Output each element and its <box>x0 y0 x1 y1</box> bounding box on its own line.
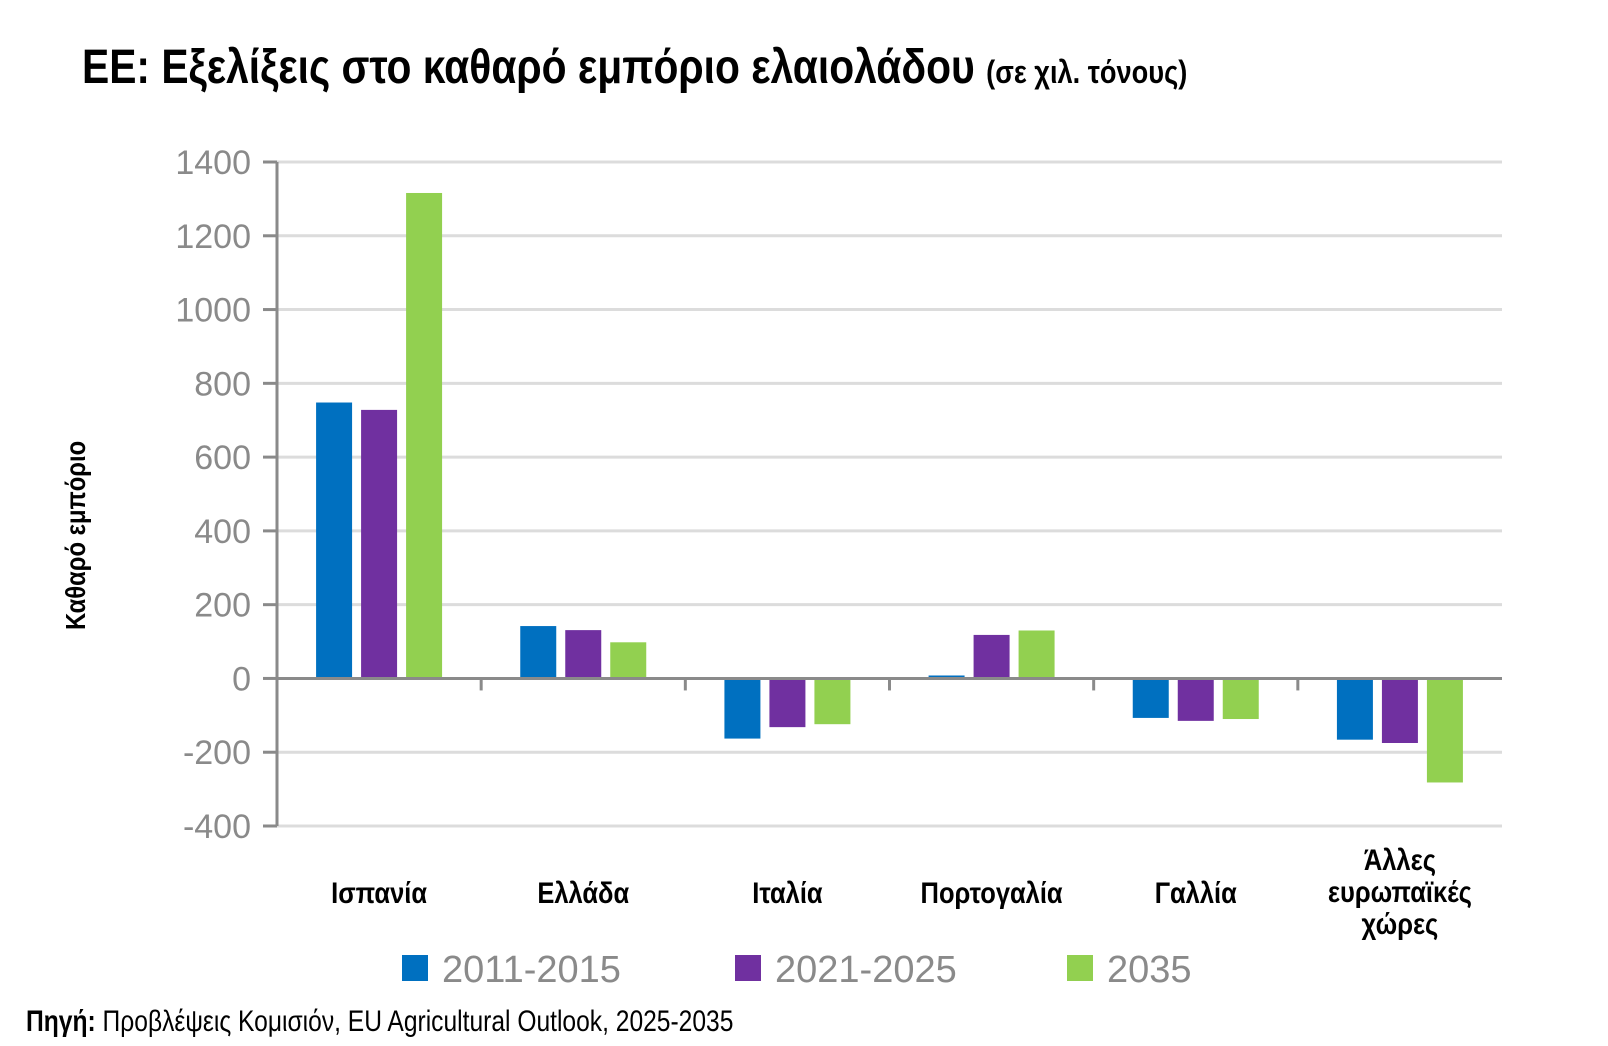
title-main: ΕΕ: Εξελίξεις στο καθαρό εμπόριο ελαιολά… <box>82 41 975 94</box>
x-category-label: Γαλλία <box>1155 876 1237 909</box>
bar-2035-Ιταλία <box>814 678 851 725</box>
y-tick-label: 1200 <box>175 218 251 256</box>
bar-2011-2015-Ιταλία <box>724 678 761 739</box>
y-tick-label: 600 <box>194 439 251 477</box>
legend-label: 2021-2025 <box>775 949 957 991</box>
source-note: Πηγή: Προβλέψεις Κομισιόν, EU Agricultur… <box>26 1005 733 1039</box>
y-tick-label: 1400 <box>175 144 251 182</box>
x-category-label: Ιταλία <box>752 876 822 909</box>
x-category-label: Άλλες <box>1364 843 1436 876</box>
y-tick-label: 1000 <box>175 292 251 330</box>
x-category-label: Ισπανία <box>331 876 427 909</box>
x-category-label: χώρες <box>1362 907 1439 940</box>
x-category-label: Πορτογαλία <box>921 876 1063 909</box>
bar-2035-Άλλες ευρωπαϊκές χώρες <box>1426 678 1463 783</box>
y-tick-label: 200 <box>194 587 251 625</box>
title-unit: (σε χιλ. τόνους) <box>986 54 1188 90</box>
legend-swatch-2035 <box>1067 955 1093 981</box>
bar-2021-2025-Άλλες ευρωπαϊκές χώρες <box>1381 678 1418 743</box>
legend-label: 2035 <box>1107 949 1192 991</box>
x-category-label: ευρωπαϊκές <box>1328 875 1472 908</box>
legend-swatch-2011-2015 <box>402 955 428 981</box>
legend-swatch-2021-2025 <box>735 955 761 981</box>
bar-2035-Ισπανία <box>406 192 443 679</box>
legend-label: 2011-2015 <box>442 949 621 991</box>
x-category-label: Ελλάδα <box>537 876 629 909</box>
bar-2011-2015-Ελλάδα <box>520 626 557 679</box>
bar-2021-2025-Ιταλία <box>769 678 806 728</box>
chart-title: ΕΕ: Εξελίξεις στο καθαρό εμπόριο ελαιολά… <box>82 40 1187 95</box>
bar-2021-2025-Ελλάδα <box>565 630 602 679</box>
bar-2021-2025-Ισπανία <box>361 409 398 679</box>
bar-2035-Ελλάδα <box>610 642 647 679</box>
source-text: Προβλέψεις Κομισιόν, EU Agricultural Out… <box>102 1005 734 1038</box>
y-tick-label: 400 <box>194 513 251 551</box>
bar-2011-2015-Γαλλία <box>1132 678 1169 718</box>
y-tick-label: 800 <box>194 365 251 403</box>
y-tick-label: -200 <box>183 734 251 772</box>
bar-2035-Γαλλία <box>1222 678 1259 720</box>
y-tick-label: 0 <box>232 660 251 698</box>
source-label: Πηγή: <box>26 1005 96 1038</box>
bar-2021-2025-Γαλλία <box>1177 678 1214 721</box>
bar-2011-2015-Ισπανία <box>316 402 353 679</box>
bar-2035-Πορτογαλία <box>1018 630 1055 679</box>
bar-2021-2025-Πορτογαλία <box>973 634 1010 679</box>
y-tick-label: -400 <box>183 808 251 846</box>
bar-2011-2015-Άλλες ευρωπαϊκές χώρες <box>1336 678 1373 740</box>
